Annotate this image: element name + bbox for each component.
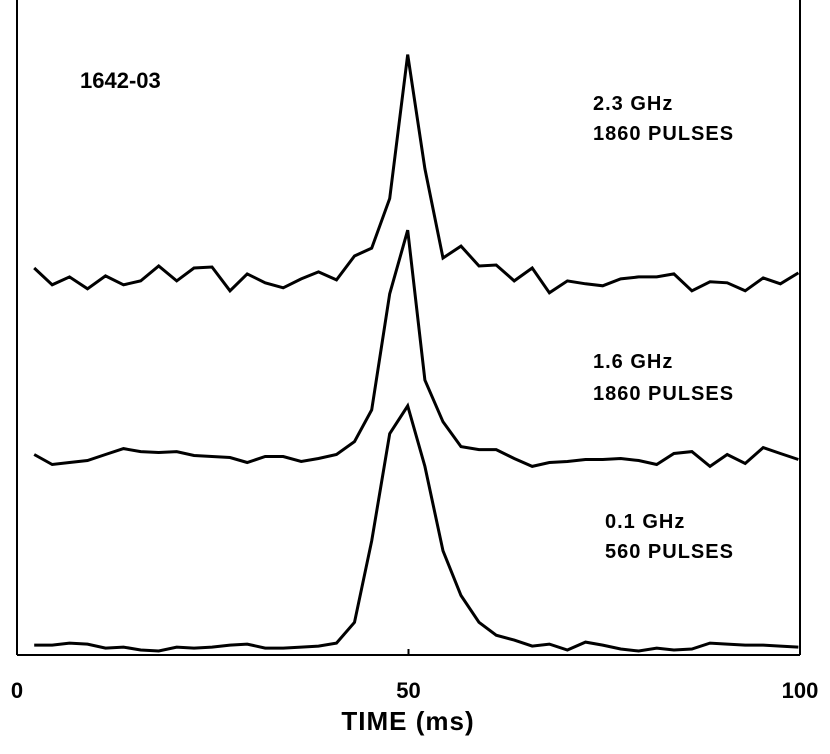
series-label: 2.3 GHz — [593, 93, 673, 115]
profile-line — [33, 54, 800, 295]
series-pulses: 1860 PULSES — [593, 123, 734, 145]
x-tick-label: 0 — [11, 678, 23, 703]
x-tick-label: 50 — [396, 678, 420, 703]
chart-title: 1642-03 — [80, 68, 161, 93]
series-label: 0.1 GHz — [605, 511, 685, 533]
profile-line — [33, 229, 799, 469]
profile-line — [34, 402, 799, 653]
series-label: 1.6 GHz — [593, 351, 673, 373]
x-tick-label: 100 — [782, 678, 819, 703]
series-pulses: 560 PULSES — [605, 541, 734, 563]
x-axis-label: TIME (ms) — [341, 706, 474, 736]
series-pulses: 1860 PULSES — [593, 383, 734, 405]
